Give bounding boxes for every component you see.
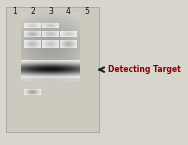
Text: 2: 2 (30, 7, 35, 16)
Text: 4: 4 (66, 7, 71, 16)
FancyBboxPatch shape (6, 7, 99, 132)
Text: Detecting Target: Detecting Target (108, 65, 180, 74)
Text: 3: 3 (48, 7, 53, 16)
Text: 5: 5 (84, 7, 89, 16)
Text: 1: 1 (12, 7, 17, 16)
